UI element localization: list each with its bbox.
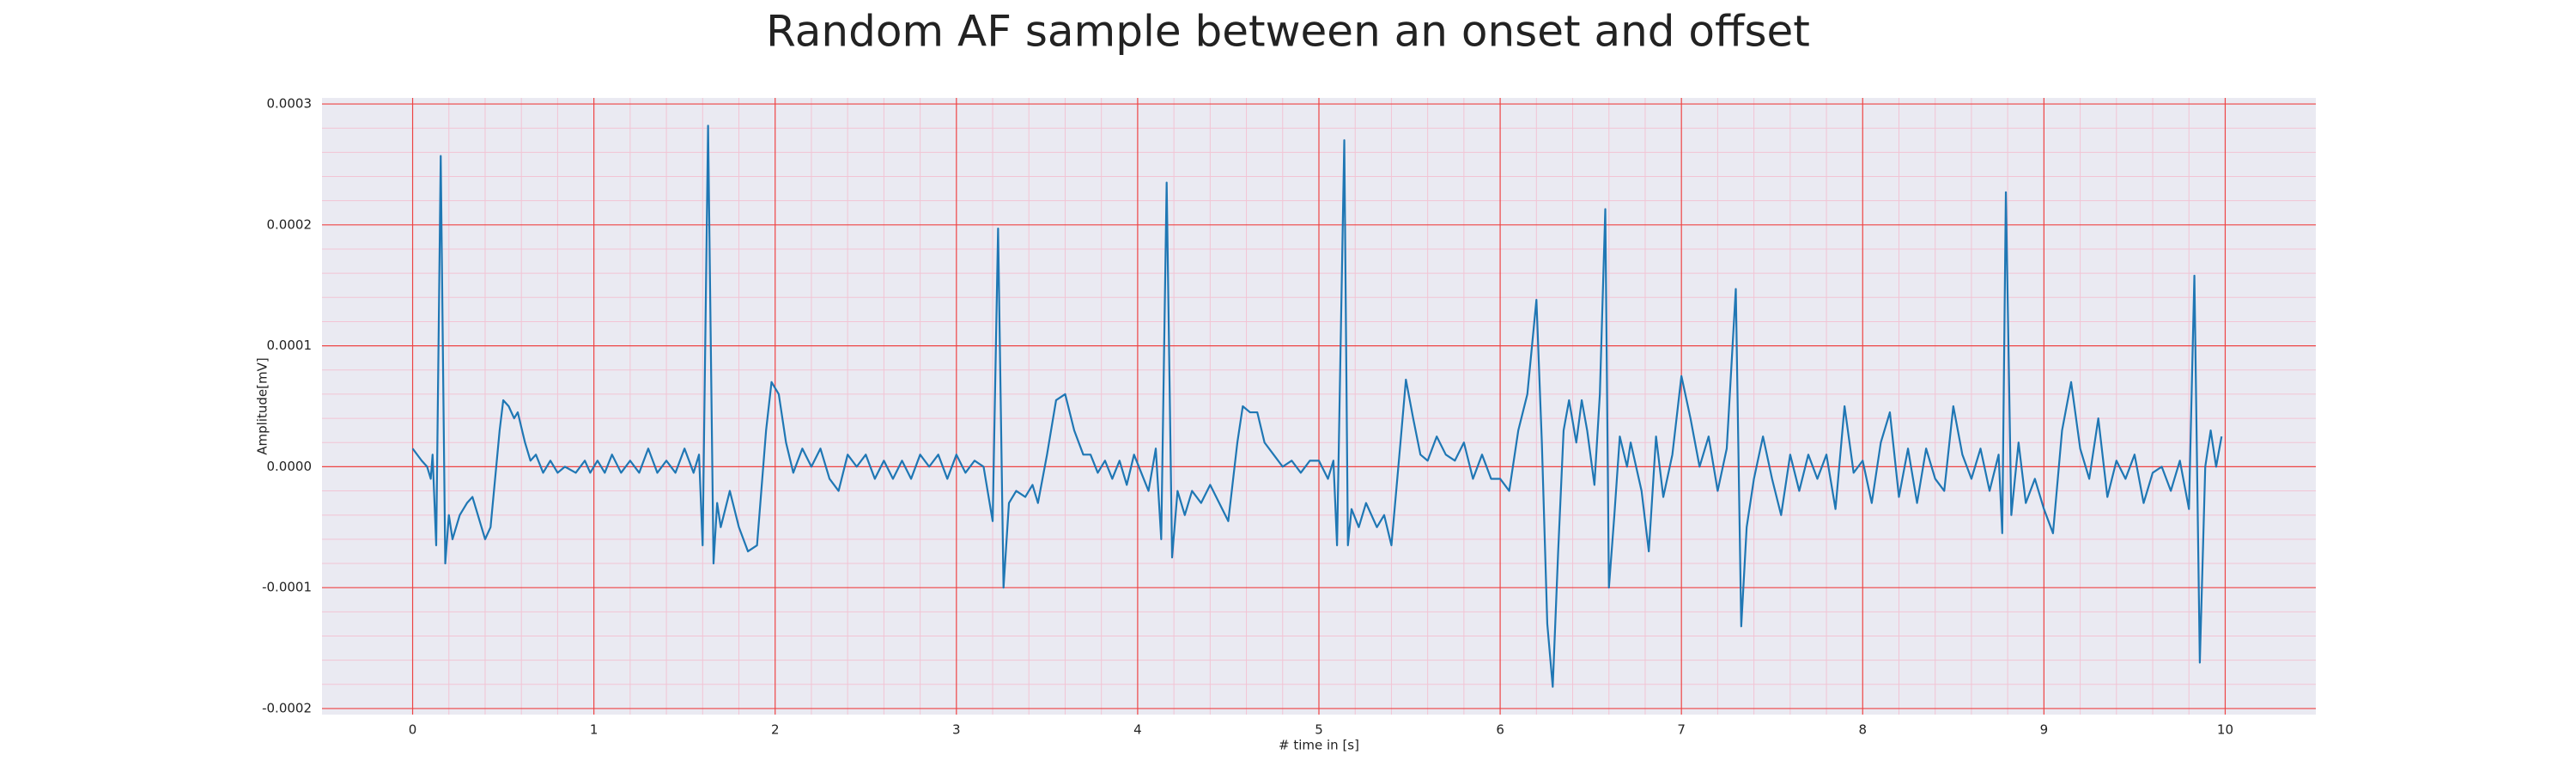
x-tick-label: 4 — [1133, 722, 1142, 738]
y-tick-label: -0.0002 — [262, 700, 312, 715]
y-axis-label: Amplitude[mV] — [255, 357, 270, 454]
y-tick-label: 0.0003 — [267, 96, 313, 112]
x-tick-label: 6 — [1496, 722, 1504, 738]
y-tick-label: 0.0002 — [267, 216, 313, 232]
x-axis-label: # time in [s] — [1279, 738, 1359, 753]
y-tick-label: 0.0000 — [267, 459, 313, 474]
x-tick-label: 8 — [1858, 722, 1867, 738]
x-tick-label: 5 — [1315, 722, 1323, 738]
x-tick-label: 0 — [409, 722, 417, 738]
y-tick-label: -0.0001 — [262, 580, 312, 595]
chart-title: Random AF sample between an onset and of… — [766, 7, 1810, 57]
x-tick-label: 3 — [952, 722, 961, 738]
y-tick-label: 0.0001 — [267, 338, 313, 353]
x-tick-label: 9 — [2040, 722, 2049, 738]
x-tick-label: 1 — [590, 722, 598, 738]
x-tick-label: 7 — [1677, 722, 1686, 738]
x-tick-label: 2 — [771, 722, 780, 738]
line-series — [411, 125, 2223, 688]
x-tick-label: 10 — [2217, 722, 2233, 738]
